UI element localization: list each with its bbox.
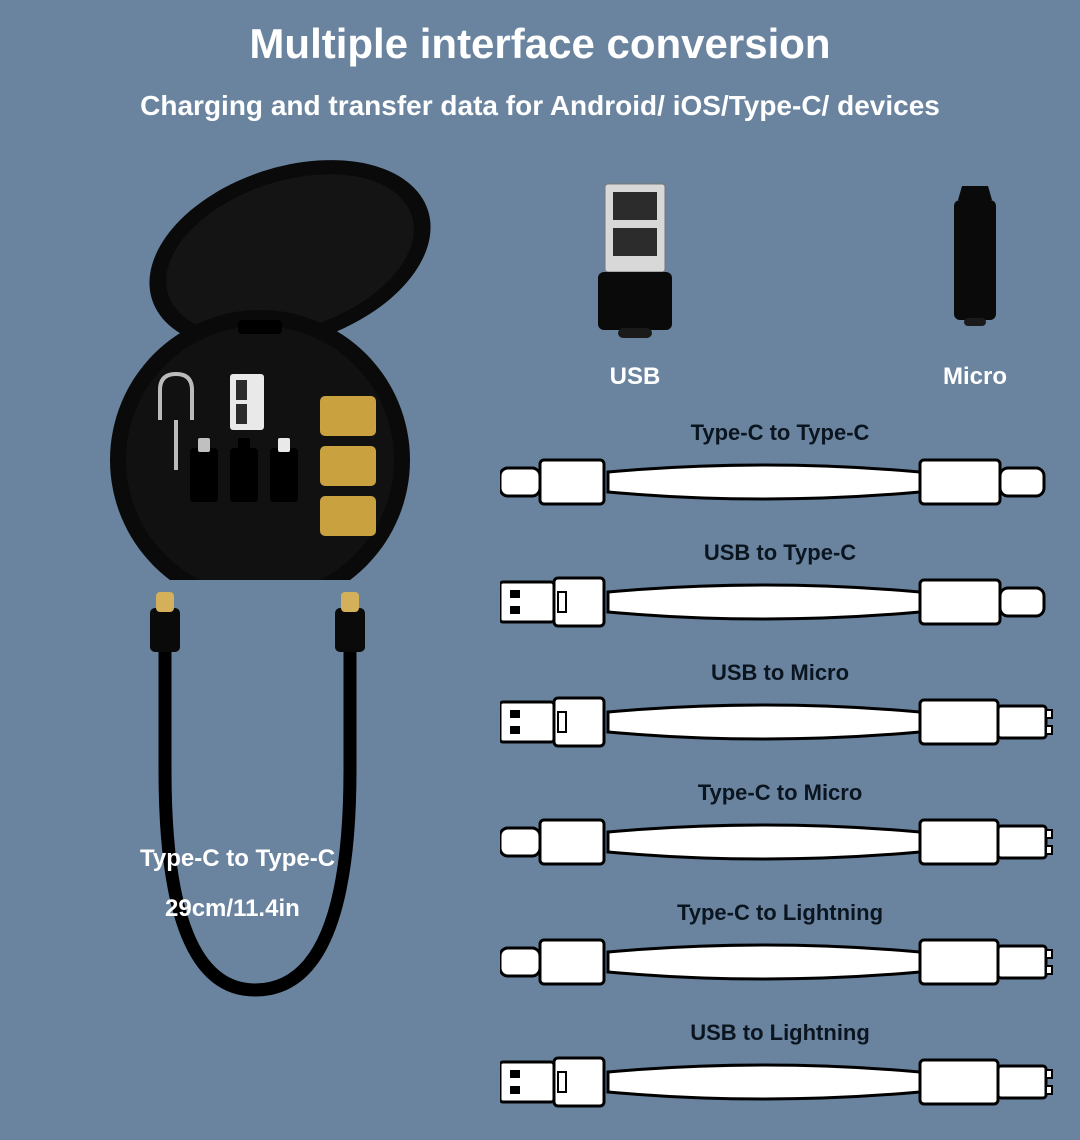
micro-adapter: Micro <box>940 180 1010 391</box>
cable-row: USB to Micro <box>500 660 1060 754</box>
cable-row-label: USB to Lightning <box>500 1020 1060 1046</box>
usb-adapter: USB <box>590 180 680 391</box>
cable-row-label: Type-C to Micro <box>500 780 1060 806</box>
cable-row: Type-C to Lightning <box>500 900 1060 994</box>
cable-row-label: Type-C to Type-C <box>500 420 1060 446</box>
main-cable-length-label: 29cm/11.4in <box>165 895 300 923</box>
cable-row: Type-C to Type-C <box>500 420 1060 514</box>
page-title: Multiple interface conversion <box>0 20 1080 68</box>
main-cable-type-label: Type-C to Type-C <box>140 845 335 873</box>
cable-list: Type-C to Type-C USB to Type-C USB to Mi… <box>500 420 1060 1140</box>
micro-adapter-label: Micro <box>940 363 1010 391</box>
page-subtitle: Charging and transfer data for Android/ … <box>0 90 1080 122</box>
cable-row-label: Type-C to Lightning <box>500 900 1060 926</box>
main-cable-illustration <box>60 590 440 1060</box>
cable-row: Type-C to Micro <box>500 780 1060 874</box>
cable-row-label: USB to Micro <box>500 660 1060 686</box>
carrying-case-illustration <box>90 160 450 560</box>
usb-adapter-label: USB <box>590 363 680 391</box>
cable-row: USB to Type-C <box>500 540 1060 634</box>
cable-row-label: USB to Type-C <box>500 540 1060 566</box>
cable-row: USB to Lightning <box>500 1020 1060 1114</box>
